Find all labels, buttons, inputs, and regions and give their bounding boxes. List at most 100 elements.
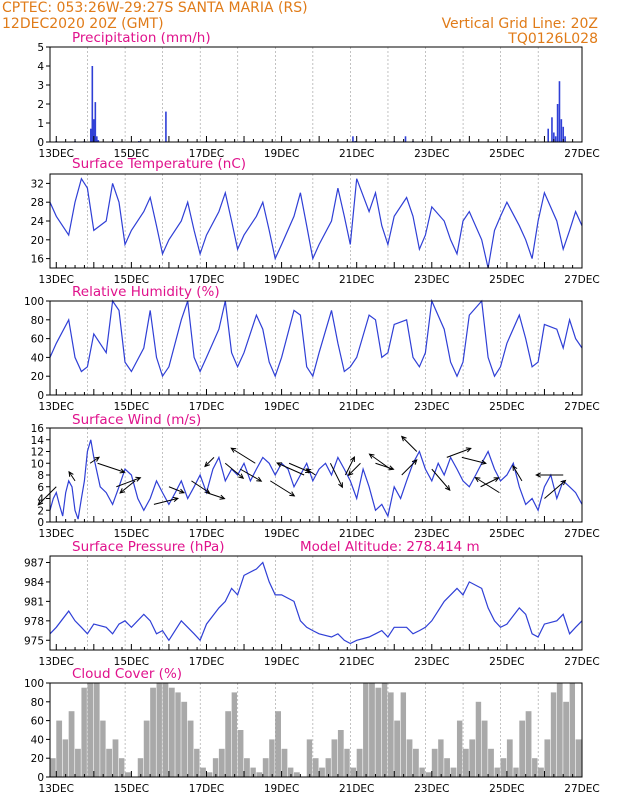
precip-xtick-label: 21DEC	[339, 148, 374, 160]
cloud-bar	[312, 758, 319, 777]
cloud-bar	[406, 739, 413, 777]
temp-frame	[49, 173, 583, 269]
cloud-bar	[231, 692, 238, 777]
cloud-panel: Cloud Cover (%) 0 20 40 60 80 100 13DEC 15DEC 17D…	[24, 666, 600, 795]
cloud-bar	[431, 748, 438, 777]
cloud-bar	[162, 683, 169, 777]
cloud-bar	[187, 720, 194, 777]
wind-vector	[206, 492, 225, 500]
cloud-bar	[513, 767, 519, 777]
cloud-bar	[200, 767, 206, 777]
pressure-xtick-label: 27DEC	[564, 656, 599, 668]
humidity-xtick-label: 17DEC	[189, 401, 224, 413]
wind-xtick-label: 25DEC	[489, 528, 524, 540]
cloud-bar	[506, 739, 513, 777]
precip-xtick-label: 25DEC	[489, 148, 524, 160]
precip-bar	[97, 140, 100, 142]
humidity-xtick-label: 13DEC	[39, 401, 74, 413]
cloud-bar	[81, 687, 87, 777]
wind-ytick-label: 0	[37, 517, 44, 529]
precip-bar	[93, 119, 95, 142]
wind-vector	[446, 447, 471, 458]
cloud-bar	[575, 739, 582, 777]
cloud-bar	[218, 748, 225, 777]
cloud-ytick-label: 0	[37, 772, 44, 784]
cloud-bar	[124, 772, 131, 777]
wind-vector-head	[230, 447, 237, 453]
pressure-frame	[49, 555, 583, 651]
pressure-ytick-label: 978	[24, 616, 44, 628]
wind-vector	[401, 436, 418, 452]
cloud-bar	[156, 683, 162, 777]
cloud-bar	[444, 758, 450, 777]
precip-bar	[556, 104, 559, 142]
precip-xtick-label: 23DEC	[414, 148, 449, 160]
pressure-xtick-label: 19DEC	[264, 656, 299, 668]
cloud-bar	[369, 683, 375, 777]
wind-vector-head	[238, 473, 245, 479]
pressure-xtick-label: 23DEC	[414, 656, 449, 668]
wind-vector-head	[119, 488, 126, 494]
cloud-bar	[150, 687, 156, 777]
wind-xtick-label: 13DEC	[39, 528, 74, 540]
wind-vector	[97, 462, 125, 473]
wind-vector-head	[276, 462, 283, 468]
wind-xtick-label: 21DEC	[339, 528, 374, 540]
wind-vector-head	[512, 464, 518, 471]
wind-vector-head	[119, 468, 126, 474]
pressure-annotation: Model Altitude: 278.414 m	[300, 539, 480, 555]
wind-vector	[461, 456, 486, 464]
wind-vector-head	[204, 488, 211, 494]
cloud-xtick-label: 15DEC	[114, 783, 149, 795]
cloud-xtick-label: 21DEC	[339, 783, 374, 795]
cloud-bar	[206, 772, 213, 777]
cloud-bar	[93, 683, 100, 777]
precip-ytick-label: 4	[37, 61, 44, 73]
temp-ytick-label: 16	[31, 254, 45, 266]
cloud-bar	[106, 748, 112, 777]
humidity-xtick-label: 25DEC	[489, 401, 524, 413]
temp-ytick-label: 24	[31, 216, 45, 228]
cloud-bar	[75, 748, 81, 777]
precip-xtick-label: 13DEC	[39, 148, 74, 160]
humidity-xtick-label: 21DEC	[339, 401, 374, 413]
wind-xtick-label: 23DEC	[414, 528, 449, 540]
cloud-bar	[538, 767, 544, 777]
temp-panel: Surface Temperature (nC) 16 20 24 28 32 13DEC 1…	[31, 156, 600, 286]
cloud-bar	[525, 711, 532, 777]
wind-vector	[276, 462, 305, 476]
wind-vector	[168, 486, 185, 494]
cloud-bar	[250, 767, 256, 777]
wind-vector	[116, 477, 141, 488]
precip-title: Precipitation (mm/h)	[72, 30, 211, 46]
precip-bar	[558, 81, 561, 142]
wind-ytick-label: 8	[37, 470, 44, 482]
cloud-bar	[62, 739, 69, 777]
precip-xtick-label: 19DEC	[264, 148, 299, 160]
precip-bar	[551, 117, 553, 142]
temp-series-line	[49, 177, 583, 269]
cloud-frame	[49, 682, 583, 778]
wind-vector-head	[535, 472, 541, 478]
wind-ytick-label: 16	[31, 423, 45, 435]
wind-vector	[344, 456, 355, 476]
pressure-ytick-label: 975	[24, 635, 44, 647]
temp-xtick-label: 21DEC	[339, 274, 374, 286]
cloud-xtick-label: 27DEC	[564, 783, 599, 795]
wind-vector-head	[400, 435, 407, 442]
cloud-bar	[494, 767, 500, 777]
wind-vector	[348, 462, 361, 476]
wind-vector-head	[411, 459, 418, 465]
wind-xtick-label: 19DEC	[264, 528, 299, 540]
pressure-xtick-label: 25DEC	[489, 656, 524, 668]
wind-xtick-label: 15DEC	[114, 528, 149, 540]
precip-bar	[91, 66, 94, 142]
cloud-bar	[381, 683, 388, 777]
wind-vector-head	[68, 470, 74, 477]
humidity-ytick-label: 0	[37, 390, 44, 402]
wind-ytick-label: 10	[31, 458, 44, 470]
pressure-series-line	[49, 561, 583, 645]
cloud-bar	[168, 687, 175, 777]
cloud-bar	[400, 692, 407, 777]
cloud-bar	[306, 739, 313, 777]
